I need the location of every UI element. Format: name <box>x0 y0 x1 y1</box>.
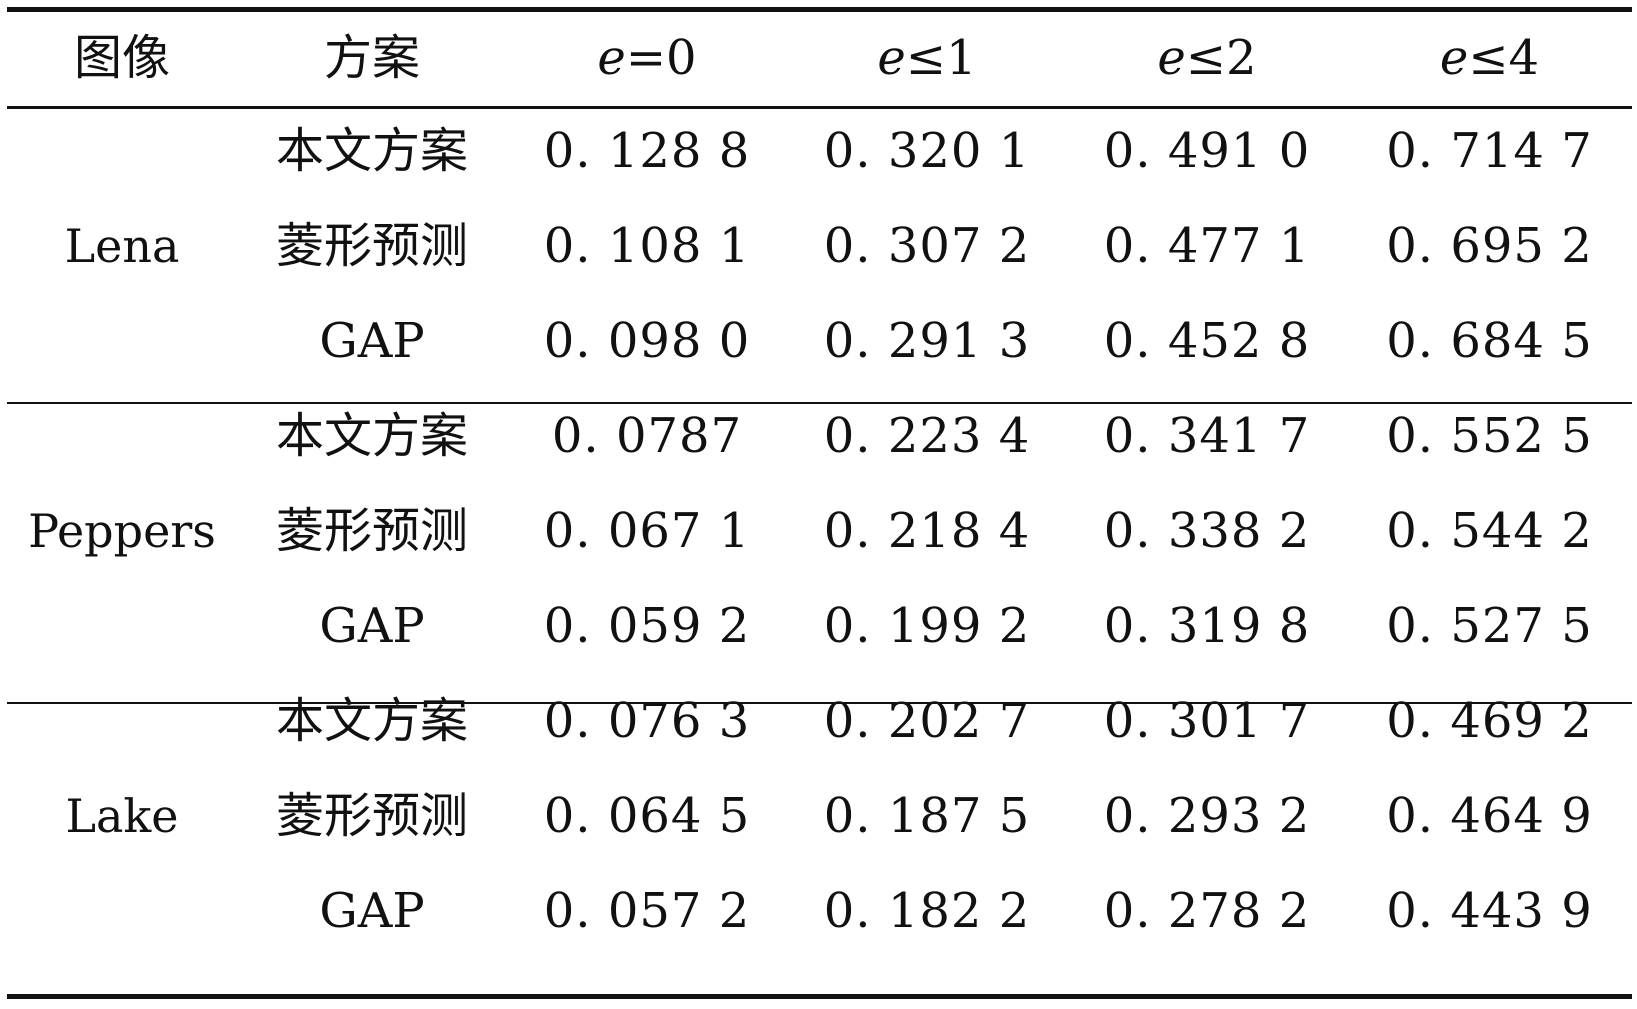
scheme-cell: 菱形预测 <box>275 503 468 559</box>
scheme-cell: GAP <box>319 883 425 939</box>
value-cell: 0. 057 2 <box>543 883 751 939</box>
value-cell: 0. 341 7 <box>1103 408 1311 464</box>
value-cell: 0. 187 5 <box>823 788 1031 844</box>
scheme-cell: 本文方案 <box>275 693 468 749</box>
scheme-cell: GAP <box>319 598 425 654</box>
value-cell: 0. 059 2 <box>543 598 751 654</box>
scheme-cell: 本文方案 <box>275 408 468 464</box>
top-rule <box>7 7 1632 12</box>
header-var: e <box>877 30 906 86</box>
value-cell: 0. 684 5 <box>1386 313 1593 369</box>
value-cell: 0. 128 8 <box>543 123 751 179</box>
header-rule <box>7 106 1632 109</box>
header-op: ≤4 <box>1468 30 1540 86</box>
value-cell: 0. 182 2 <box>823 883 1031 939</box>
header-e-eq-0: e=0 <box>507 28 787 88</box>
header-var: e <box>597 30 626 86</box>
header-e-le-2: e≤2 <box>1067 28 1347 88</box>
group-label-lena: Lena <box>64 219 180 273</box>
value-cell: 0. 477 1 <box>1103 218 1311 274</box>
value-cell: 0. 064 5 <box>543 788 751 844</box>
value-cell: 0. 218 4 <box>823 503 1031 559</box>
header-op: =0 <box>625 30 697 86</box>
data-table: 图像 方案 e=0 e≤1 e≤2 e≤4 Lena Peppers Lake … <box>7 0 1632 1009</box>
value-cell: 0. 278 2 <box>1103 883 1311 939</box>
header-op: ≤1 <box>905 30 977 86</box>
value-cell: 0. 067 1 <box>543 503 751 559</box>
value-cell: 0. 076 3 <box>543 693 751 749</box>
value-cell: 0. 469 2 <box>1386 693 1593 749</box>
group-label-lake: Lake <box>65 789 179 843</box>
value-cell: 0. 464 9 <box>1386 788 1593 844</box>
scheme-cell: 菱形预测 <box>275 788 468 844</box>
group-divider <box>7 702 1632 704</box>
header-var: e <box>1157 30 1186 86</box>
value-cell: 0. 098 0 <box>543 313 751 369</box>
value-cell: 0. 0787 <box>551 408 743 464</box>
value-cell: 0. 108 1 <box>543 218 751 274</box>
scheme-cell: GAP <box>319 313 425 369</box>
value-cell: 0. 491 0 <box>1103 123 1311 179</box>
value-cell: 0. 695 2 <box>1386 218 1593 274</box>
header-var: e <box>1439 30 1469 86</box>
header-e-le-4: e≤4 <box>1347 28 1632 88</box>
header-op: ≤2 <box>1185 30 1257 86</box>
value-cell: 0. 527 5 <box>1386 598 1593 654</box>
value-cell: 0. 319 8 <box>1103 598 1311 654</box>
value-cell: 0. 202 7 <box>823 693 1031 749</box>
value-cell: 0. 552 5 <box>1386 408 1593 464</box>
value-cell: 0. 443 9 <box>1386 883 1593 939</box>
value-cell: 0. 199 2 <box>823 598 1031 654</box>
header-scheme: 方案 <box>323 30 420 86</box>
value-cell: 0. 307 2 <box>823 218 1031 274</box>
value-cell: 0. 452 8 <box>1103 313 1311 369</box>
value-cell: 0. 320 1 <box>823 123 1031 179</box>
value-cell: 0. 544 2 <box>1386 503 1593 559</box>
value-cell: 0. 338 2 <box>1103 503 1311 559</box>
value-cell: 0. 714 7 <box>1386 123 1593 179</box>
value-cell: 0. 301 7 <box>1103 693 1311 749</box>
value-cell: 0. 293 2 <box>1103 788 1311 844</box>
value-cell: 0. 291 3 <box>823 313 1031 369</box>
value-cell: 0. 223 4 <box>823 408 1031 464</box>
scheme-cell: 菱形预测 <box>275 218 468 274</box>
scheme-cell: 本文方案 <box>275 123 468 179</box>
header-image: 图像 <box>73 30 170 86</box>
bottom-rule <box>7 994 1632 999</box>
group-divider <box>7 402 1632 404</box>
header-e-le-1: e≤1 <box>787 28 1067 88</box>
group-label-peppers: Peppers <box>28 504 216 558</box>
